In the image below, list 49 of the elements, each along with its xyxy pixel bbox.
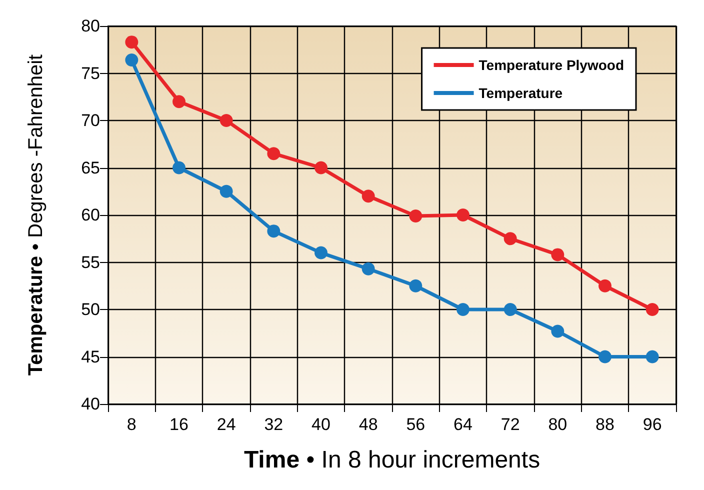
- point: [362, 190, 375, 203]
- point: [646, 303, 659, 316]
- y-tick-label: 70: [81, 111, 100, 130]
- y-tick-label: 80: [81, 16, 100, 36]
- y-axis-title: Temperature • Degrees -Fahrenheit: [25, 54, 47, 376]
- y-tick-label: 65: [81, 158, 100, 178]
- point: [409, 209, 422, 222]
- point: [504, 232, 517, 246]
- point: [314, 246, 328, 260]
- point: [314, 161, 328, 174]
- legend-label: Temperature Plywood: [478, 57, 624, 73]
- point: [551, 324, 564, 338]
- y-tick-label: 50: [81, 300, 100, 319]
- y-tick-label: 75: [81, 64, 100, 83]
- y-tick-label: 60: [81, 206, 100, 224]
- point: [409, 279, 422, 292]
- x-tick-label: 32: [264, 415, 284, 434]
- point: [456, 208, 470, 222]
- x-tick-label: 8: [126, 415, 136, 434]
- point: [125, 36, 138, 49]
- y-tick-label: 45: [81, 347, 100, 366]
- x-tick-label: 24: [216, 415, 236, 434]
- x-tick-label: 40: [312, 415, 330, 434]
- point: [220, 184, 233, 198]
- x-tick-label: 64: [454, 415, 472, 434]
- point: [220, 114, 233, 127]
- point: [172, 95, 186, 108]
- y-tick-label: 55: [81, 252, 100, 272]
- x-axis-title: Time • In 8 hour increments: [244, 446, 540, 474]
- point: [172, 161, 186, 174]
- point: [551, 248, 564, 262]
- point: [362, 262, 375, 276]
- point: [267, 224, 280, 238]
- x-tick-label: 80: [548, 415, 568, 434]
- y-tick-label: 40: [81, 394, 100, 414]
- point: [646, 350, 659, 364]
- point: [267, 147, 280, 160]
- x-tick-label: 88: [596, 415, 614, 434]
- x-tick-label: 16: [170, 415, 188, 434]
- point: [456, 303, 470, 316]
- point: [504, 303, 517, 316]
- x-tick-label: 96: [642, 415, 662, 434]
- point: [598, 350, 612, 364]
- point: [598, 279, 612, 292]
- point: [125, 54, 138, 67]
- x-tick-label: 48: [358, 415, 378, 434]
- x-tick-label: 72: [500, 415, 520, 434]
- legend-label: Temperature: [478, 85, 563, 101]
- x-tick-label: 56: [406, 415, 426, 434]
